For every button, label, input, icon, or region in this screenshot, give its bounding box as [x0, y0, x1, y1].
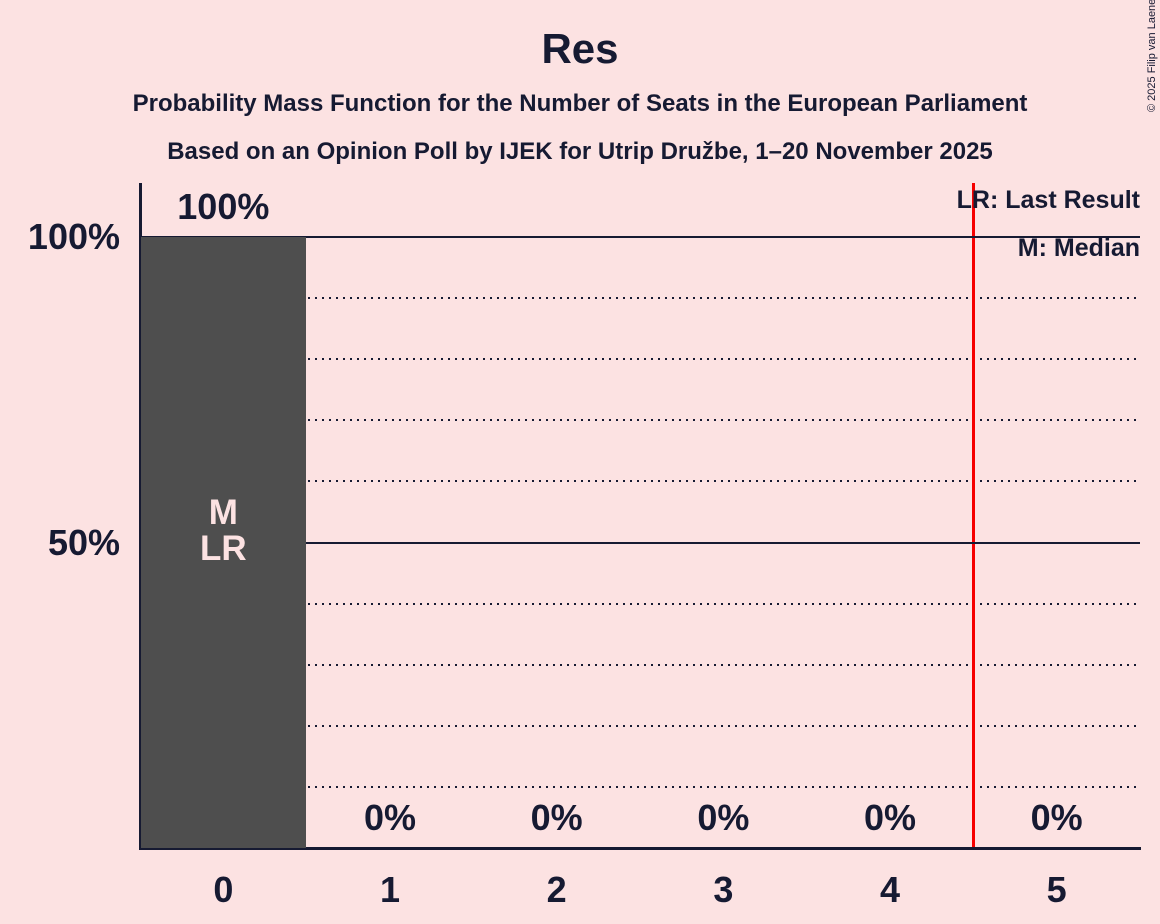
gridline-40-percent — [140, 602, 1140, 605]
gridline-80-percent — [140, 358, 1140, 361]
chart-title: Res — [541, 25, 619, 72]
y-axis-line — [139, 183, 142, 850]
gridline-90-percent — [140, 297, 1140, 300]
majority-line — [971, 183, 975, 848]
y-axis-label-50-percent: 50% — [47, 521, 120, 563]
gridline-10-percent — [140, 785, 1140, 788]
gridline-70-percent — [140, 419, 1140, 422]
value-label-seats-3: 0% — [697, 797, 750, 838]
value-label-seats-0: 100% — [177, 186, 270, 227]
x-axis-label-4: 4 — [879, 869, 900, 910]
value-label-seats-1: 0% — [363, 797, 416, 838]
gridline-30-percent — [140, 663, 1140, 666]
legend-last-result: LR: Last Result — [956, 186, 1140, 214]
x-axis-label-1: 1 — [379, 869, 400, 910]
x-axis-label-2: 2 — [546, 869, 567, 910]
chart-subtitle-poll-info: Based on an Opinion Poll by IJEK for Utr… — [167, 138, 993, 165]
gridline-20-percent — [140, 724, 1140, 727]
x-axis-label-5: 5 — [1046, 869, 1067, 910]
x-axis-label-0: 0 — [213, 869, 234, 910]
legend-median: M: Median — [1017, 234, 1140, 262]
x-axis-line — [139, 847, 1141, 850]
chart-subtitle: Probability Mass Function for the Number… — [132, 90, 1028, 117]
y-axis-label-100-percent: 100% — [27, 216, 120, 257]
copyright-note: © 2025 Filip van Laenen — [1146, 0, 1158, 112]
bar-seats-0 — [141, 237, 306, 848]
bar-annotation-median-last-result: M LR — [200, 492, 247, 568]
gridline-50-percent — [140, 541, 1140, 544]
gridline-100-percent — [140, 236, 1140, 238]
value-label-seats-5: 0% — [1030, 797, 1083, 838]
gridline-60-percent — [140, 480, 1140, 483]
x-axis-label-3: 3 — [713, 869, 734, 910]
value-label-seats-2: 0% — [530, 797, 583, 838]
value-label-seats-4: 0% — [863, 797, 916, 838]
